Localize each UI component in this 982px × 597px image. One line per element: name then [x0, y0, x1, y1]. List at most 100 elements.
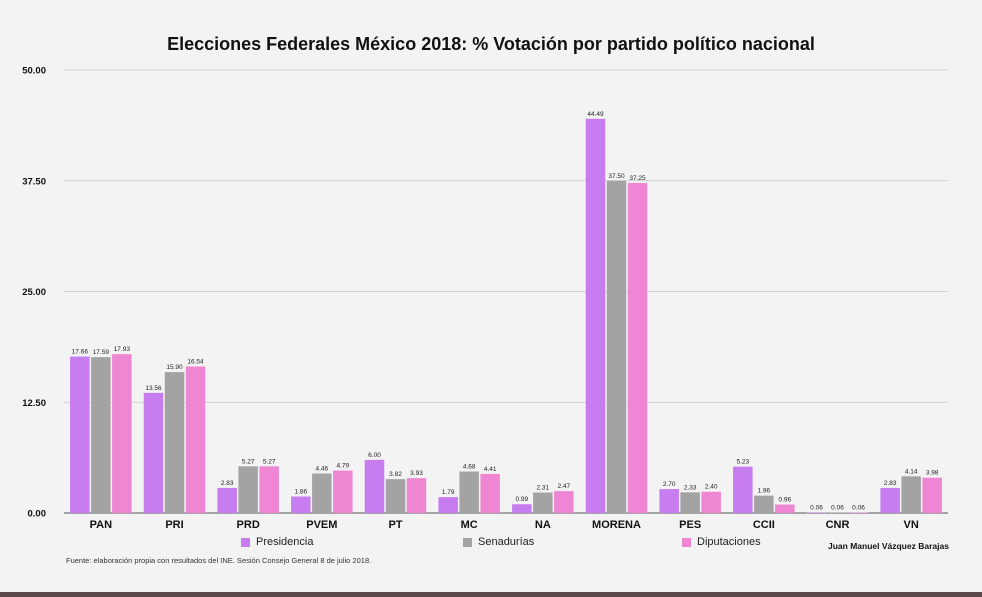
y-tick-label: 37.50 [22, 176, 46, 187]
bar [848, 512, 869, 513]
data-label: 0.06 [852, 504, 865, 511]
bar [143, 392, 164, 513]
bar [480, 473, 500, 513]
data-label: 13.56 [145, 385, 162, 392]
data-label: 37.25 [629, 175, 646, 182]
y-tick-label: 25.00 [22, 287, 46, 298]
y-tick-label: 50.00 [22, 66, 46, 77]
bar [112, 354, 132, 513]
data-label: 0.06 [831, 504, 844, 511]
bar [364, 459, 385, 513]
data-label: 5.23 [737, 459, 750, 466]
data-label: 5.27 [263, 458, 276, 465]
x-tick-label: PT [388, 519, 402, 531]
x-tick-label: MC [461, 519, 478, 531]
data-label: 4.79 [337, 463, 350, 470]
data-label: 2.70 [663, 481, 676, 488]
data-label: 0.06 [810, 504, 823, 511]
y-tick-label: 0.00 [28, 509, 47, 520]
data-label: 3.93 [410, 470, 423, 477]
bottom-border [0, 592, 982, 597]
data-label: 2.83 [884, 480, 897, 487]
bar [312, 473, 332, 513]
data-label: 4.14 [905, 468, 918, 475]
x-tick-label: PRD [237, 519, 260, 531]
data-label: 2.33 [684, 484, 697, 491]
bar [238, 466, 258, 513]
bar [291, 496, 311, 513]
data-label: 17.59 [93, 349, 110, 356]
author-credit: Juan Manuel Vázquez Barajas [828, 541, 949, 551]
bar [385, 479, 406, 513]
bar [701, 491, 721, 513]
bar [901, 476, 921, 513]
x-tick-label: CCII [753, 519, 775, 531]
legend-label-presidencia: Presidencia [256, 536, 314, 548]
source-note: Fuente: elaboración propia con resultado… [66, 556, 372, 565]
bar [627, 182, 648, 513]
bar [533, 492, 553, 513]
bar [880, 487, 900, 513]
legend-swatch-senadurias [463, 537, 472, 547]
bar [754, 495, 774, 513]
bar [512, 504, 532, 513]
data-label: 3.82 [389, 471, 402, 478]
y-tick-label: 12.50 [22, 398, 46, 409]
bar [259, 466, 279, 513]
bar [922, 477, 942, 513]
bar [659, 489, 679, 513]
legend-label-senadurias: Senadurías [478, 536, 535, 548]
x-tick-label: PVEM [306, 519, 337, 531]
data-label: 15.90 [166, 364, 183, 371]
bar [585, 118, 606, 513]
bar [827, 512, 848, 513]
data-label: 16.54 [187, 358, 204, 365]
legend-swatch-diputaciones [682, 537, 691, 547]
data-label: 6.00 [368, 452, 381, 459]
x-tick-label: NA [535, 519, 551, 531]
bar [554, 491, 574, 513]
x-tick-label: PES [679, 519, 701, 531]
data-label: 4.46 [316, 465, 329, 472]
data-label: 4.68 [463, 464, 476, 471]
bar [217, 487, 237, 513]
data-label: 17.93 [114, 346, 131, 353]
bar [333, 470, 353, 513]
data-label: 1.96 [758, 488, 771, 495]
bar [806, 512, 827, 513]
legend-item-diputaciones: Diputaciones [682, 536, 761, 548]
x-tick-label: PRI [165, 519, 183, 531]
data-label: 37.50 [608, 173, 625, 180]
bar [775, 504, 795, 513]
bar [70, 356, 90, 513]
bar [406, 478, 427, 513]
chart-title: Elecciones Federales México 2018: % Vota… [167, 34, 815, 54]
data-label: 4.41 [484, 466, 497, 473]
data-label: 2.40 [705, 484, 718, 491]
bar [91, 357, 111, 513]
bar [459, 471, 479, 513]
data-label: 5.27 [242, 458, 255, 465]
bar [606, 180, 627, 513]
bar [438, 497, 458, 513]
data-label: 2.83 [221, 480, 234, 487]
data-label: 2.31 [537, 485, 550, 492]
bar [185, 366, 206, 513]
legend-label-diputaciones: Diputaciones [697, 536, 761, 548]
bar [164, 372, 185, 513]
bar [680, 492, 700, 513]
x-tick-label: MORENA [592, 519, 641, 531]
legend-swatch-presidencia [241, 537, 250, 547]
data-label: 0.96 [779, 496, 792, 503]
legend-item-presidencia: Presidencia [241, 536, 313, 548]
data-label: 2.47 [558, 483, 571, 490]
x-tick-label: VN [904, 519, 919, 531]
data-label: 1.79 [442, 489, 455, 496]
data-label: 44.49 [587, 111, 604, 118]
data-label: 3.98 [926, 470, 939, 477]
data-label: 17.66 [72, 349, 89, 356]
bar [733, 466, 753, 513]
x-tick-label: CNR [826, 519, 850, 531]
x-tick-label: PAN [90, 519, 112, 531]
